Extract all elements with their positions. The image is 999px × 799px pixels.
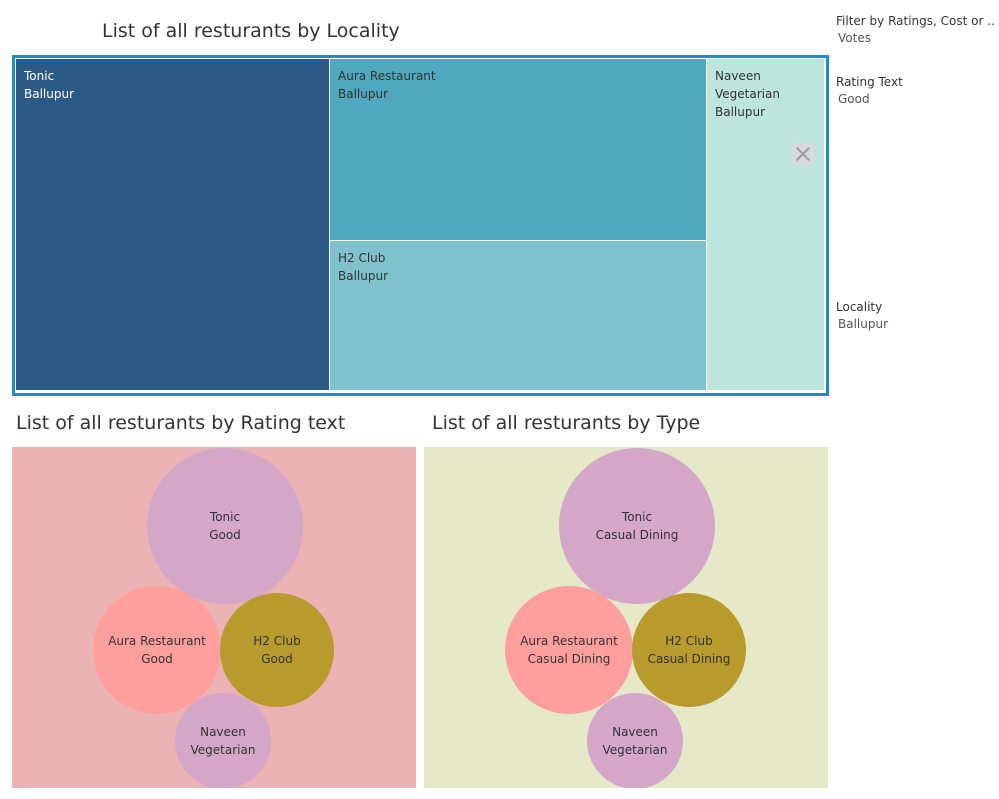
bubble-label: Vegetarian xyxy=(603,743,668,757)
treemap-tile[interactable] xyxy=(707,59,824,390)
close-icon[interactable] xyxy=(792,143,814,165)
bubble-label: Good xyxy=(141,652,173,666)
bubble[interactable] xyxy=(220,593,334,707)
bubble-label: Casual Dining xyxy=(596,528,679,542)
bubble-label: H2 Club xyxy=(665,634,712,648)
treemap-tile-label: Ballupur xyxy=(338,269,388,283)
bubble[interactable] xyxy=(175,693,271,788)
filter-locality-title: Locality xyxy=(836,300,883,314)
bubble[interactable] xyxy=(632,593,746,707)
bubble-rating-title: List of all resturants by Rating text xyxy=(16,412,346,434)
filter-rating-text-value[interactable]: Good xyxy=(838,92,870,106)
bubble-label: Tonic xyxy=(209,510,240,524)
bubble-type-title: List of all resturants by Type xyxy=(432,412,701,434)
filter-measure-value[interactable]: Votes xyxy=(838,31,871,45)
filter-measure[interactable]: Filter by Ratings, Cost or .. Votes xyxy=(836,14,996,45)
treemap-tile[interactable] xyxy=(330,59,706,240)
bubble-label: Tonic xyxy=(621,510,652,524)
filter-rating-text[interactable]: Rating Text Good xyxy=(836,75,996,106)
bubble-rating-chart[interactable]: Tonic Good Aura Restaurant Good H2 Club Good N… xyxy=(12,447,416,788)
treemap-tile-label: Ballupur xyxy=(715,105,765,119)
bubble-rating-svg: Tonic Good Aura Restaurant Good H2 Club Good N… xyxy=(12,447,416,788)
bubble-type-svg: Tonic Casual Dining Aura Restaurant Casual … xyxy=(424,447,828,788)
treemap-title: List of all resturants by Locality xyxy=(102,20,400,42)
bubble-label: Vegetarian xyxy=(191,743,256,757)
treemap-frame[interactable]: Tonic Ballupur Aura Restaurant Ballupur H2 C… xyxy=(12,55,829,396)
filter-rating-text-title: Rating Text xyxy=(836,75,903,89)
treemap-chart[interactable]: Tonic Ballupur Aura Restaurant Ballupur H2 C… xyxy=(15,58,826,393)
bubble[interactable] xyxy=(559,448,715,604)
bubble[interactable] xyxy=(93,586,221,714)
bubble-label: Aura Restaurant xyxy=(520,634,618,648)
treemap-tile-label: Aura Restaurant xyxy=(338,69,436,83)
treemap-tile[interactable] xyxy=(16,59,329,390)
bubble[interactable] xyxy=(505,586,633,714)
treemap-tile[interactable] xyxy=(330,241,706,390)
filter-locality[interactable]: Locality Ballupur xyxy=(836,300,996,331)
treemap-tile-label: Tonic xyxy=(23,69,54,83)
bubble-label: Aura Restaurant xyxy=(108,634,206,648)
bubble-label: Naveen xyxy=(612,725,658,739)
bubble-label: Casual Dining xyxy=(648,652,731,666)
treemap-tile-label: H2 Club xyxy=(338,251,385,265)
filter-measure-title: Filter by Ratings, Cost or .. xyxy=(836,14,995,28)
treemap-tile-label: Naveen xyxy=(715,69,761,83)
filter-locality-value[interactable]: Ballupur xyxy=(838,317,889,331)
bubble-label: Good xyxy=(209,528,241,542)
bubble[interactable] xyxy=(147,448,303,604)
bubble-type-chart[interactable]: Tonic Casual Dining Aura Restaurant Casual … xyxy=(424,447,828,788)
bubble-label: Naveen xyxy=(200,725,246,739)
bubble-label: Good xyxy=(261,652,293,666)
bubble-label: Casual Dining xyxy=(528,652,611,666)
bubble-label: H2 Club xyxy=(253,634,300,648)
treemap-tile-label: Vegetarian xyxy=(715,87,780,101)
bubble[interactable] xyxy=(587,693,683,788)
treemap-tile-label: Ballupur xyxy=(24,87,74,101)
treemap-tile-label: Ballupur xyxy=(338,87,388,101)
